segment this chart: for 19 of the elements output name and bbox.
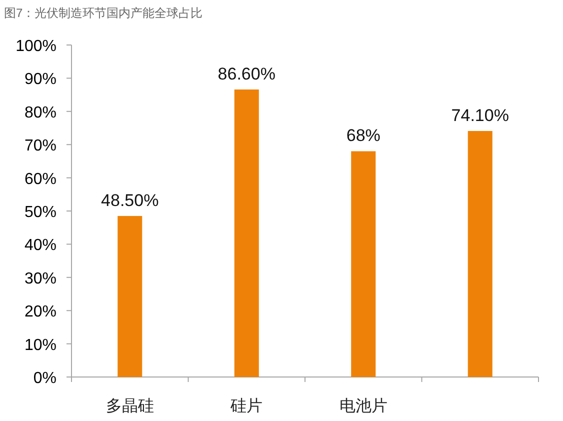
data-label: 74.10% (451, 106, 509, 125)
y-tick-label: 0% (33, 370, 56, 387)
y-tick-label: 70% (24, 138, 56, 155)
data-label: 48.50% (101, 190, 159, 210)
x-tick-label: 电池片 (339, 398, 388, 415)
y-tick-label: 10% (24, 336, 56, 354)
x-tick-label: 多晶硅 (106, 398, 154, 415)
y-tick-label: 40% (24, 237, 56, 254)
y-tick-label: 60% (24, 170, 56, 188)
y-tick-label: 20% (24, 304, 56, 321)
data-label: 68% (346, 126, 380, 146)
x-tick-label: 硅片 (230, 398, 263, 415)
title: 图7：光伏制造环节国内产能全球占比 (4, 6, 203, 20)
y-tick-label: 80% (24, 104, 56, 122)
y-tick-label: 50% (24, 204, 56, 221)
data-label: 86.60% (218, 64, 276, 84)
y-tick-label: 30% (24, 270, 56, 288)
y-tick-label: 90% (24, 71, 56, 88)
y-tick-label: 100% (16, 38, 56, 55)
